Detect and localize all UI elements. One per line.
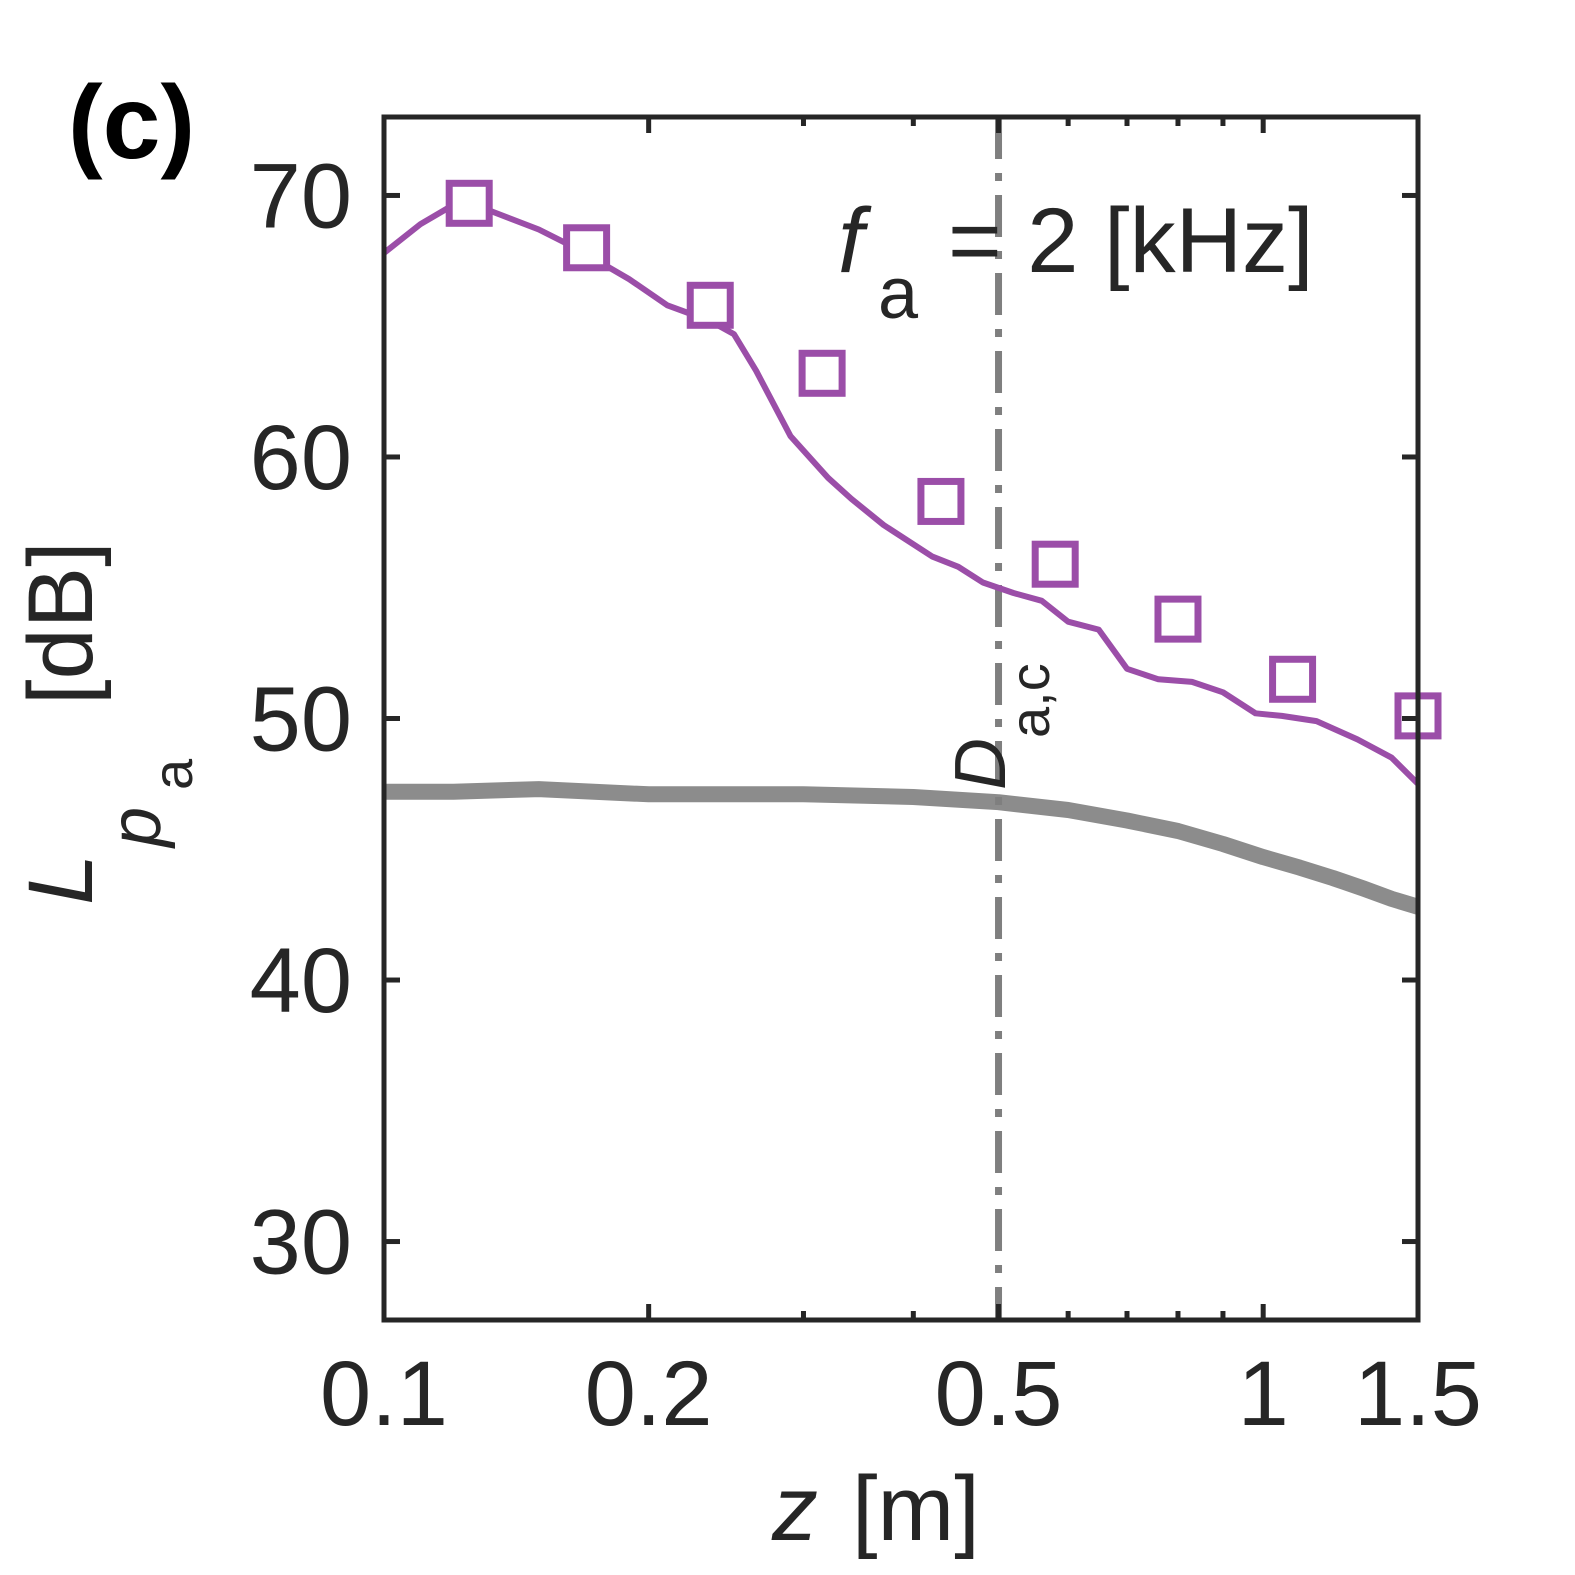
- x-tick-label: 0.2: [585, 1343, 713, 1445]
- frequency-subscript: a: [878, 254, 919, 334]
- y-axis-sub2: a: [141, 758, 204, 790]
- plot-background: [384, 117, 1418, 1320]
- vline-symbol: D: [941, 738, 1021, 790]
- marker-point: [917, 477, 965, 525]
- y-tick-label: 40: [250, 930, 352, 1032]
- marker-point: [445, 179, 493, 227]
- y-tick-label: 70: [250, 145, 352, 247]
- marker-point: [1154, 595, 1202, 643]
- measured-markers: [445, 179, 1442, 740]
- x-tick-label: 0.5: [935, 1343, 1063, 1445]
- gridless-plot-area: [384, 117, 1418, 1320]
- x-axis-ticks: 0.1 0.2 0.5 1 1.5: [320, 117, 1482, 1445]
- y-axis-ticks: 30 40 50 60 70: [250, 145, 1418, 1294]
- marker-point: [1031, 540, 1079, 588]
- y-tick-label: 50: [250, 669, 352, 771]
- frequency-value: = 2 [kHz]: [948, 190, 1314, 292]
- y-axis-symbol: L: [10, 854, 112, 905]
- marker-point: [686, 281, 734, 329]
- y-tick-label: 30: [250, 1192, 352, 1294]
- y-axis-sub1: p: [96, 807, 176, 849]
- x-tick-label: 1: [1238, 1343, 1289, 1445]
- x-axis-unit: [m]: [852, 1458, 980, 1560]
- marker-point: [1269, 655, 1317, 703]
- marker-point: [798, 349, 846, 397]
- reference-curve: [384, 781, 1421, 915]
- vline-label: D a,c: [941, 663, 1061, 790]
- reference-line: [384, 781, 1421, 915]
- x-axis-symbol: z: [771, 1458, 818, 1560]
- marker-point: [563, 224, 611, 272]
- vline-subscript: a,c: [998, 663, 1061, 738]
- panel-label: (c): [68, 65, 195, 181]
- y-axis-unit: [dB]: [10, 541, 112, 705]
- y-axis-label: L p a [dB]: [10, 541, 204, 905]
- x-tick-label: 0.1: [320, 1343, 448, 1445]
- x-axis-label: z [m]: [771, 1458, 980, 1560]
- y-tick-label: 60: [250, 407, 352, 509]
- x-tick-label: 1.5: [1354, 1343, 1482, 1445]
